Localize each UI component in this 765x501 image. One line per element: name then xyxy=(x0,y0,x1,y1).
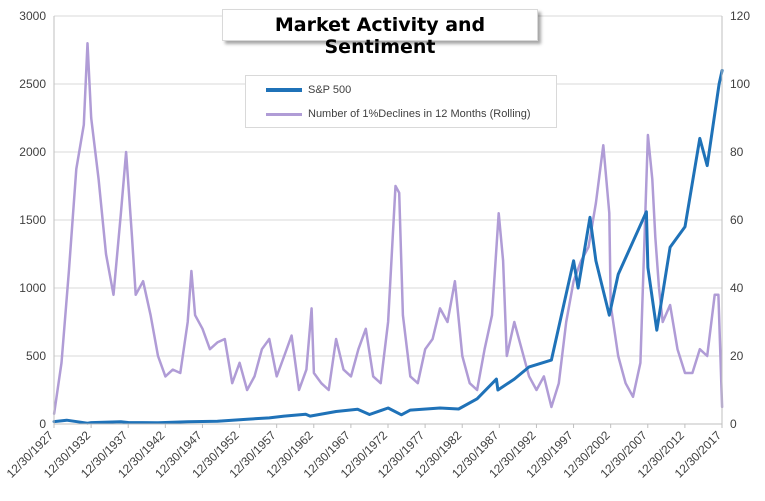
chart-title-box: Market Activity and Sentiment xyxy=(222,9,538,58)
y-left-tick-1: 500 xyxy=(26,349,46,363)
series-layer xyxy=(52,41,724,425)
y-right-tick-0: 0 xyxy=(730,417,737,431)
y-right-tick-2: 40 xyxy=(730,281,744,295)
y-right-tick-5: 100 xyxy=(730,77,750,91)
y-left-tick-3: 1500 xyxy=(19,213,46,227)
legend-swatch-sp500 xyxy=(266,88,302,92)
y-left-tick-2: 1000 xyxy=(19,281,46,295)
y-right-tick-3: 60 xyxy=(730,213,744,227)
y-left-tick-0: 0 xyxy=(39,417,46,431)
series-line-sp500 xyxy=(52,68,724,425)
y-right-tick-1: 20 xyxy=(730,349,744,363)
y-right-tick-4: 80 xyxy=(730,145,744,159)
y-axis-right-tick-labels: 0 20 40 60 80 100 120 xyxy=(730,9,750,431)
y-left-tick-6: 3000 xyxy=(19,9,46,23)
legend-label-sp500: S&P 500 xyxy=(308,84,352,96)
legend-item-declines: Number of 1%Declines in 12 Months (Rolli… xyxy=(266,106,531,122)
y-left-tick-5: 2500 xyxy=(19,77,46,91)
x-axis-tick-labels: 12/30/192712/30/193212/30/193712/30/1942… xyxy=(4,428,725,481)
legend-swatch-declines xyxy=(266,112,302,116)
y-axis-left-tick-labels: 0 500 1000 1500 2000 2500 3000 xyxy=(19,9,46,431)
axes xyxy=(53,16,723,428)
chart-title: Market Activity and Sentiment xyxy=(274,14,486,58)
series-line-declines xyxy=(52,41,724,416)
legend-label-declines: Number of 1%Declines in 12 Months (Rolli… xyxy=(308,108,531,120)
y-left-tick-4: 2000 xyxy=(19,145,46,159)
legend-item-sp500: S&P 500 xyxy=(266,82,351,98)
legend: S&P 500 Number of 1%Declines in 12 Month… xyxy=(245,75,557,128)
y-right-tick-6: 120 xyxy=(730,9,750,23)
